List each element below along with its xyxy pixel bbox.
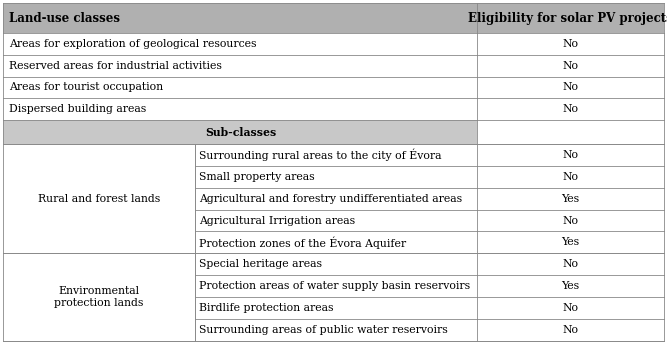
Text: No: No: [562, 61, 578, 71]
Text: No: No: [562, 83, 578, 93]
Text: Surrounding rural areas to the city of Évora: Surrounding rural areas to the city of É…: [199, 149, 442, 161]
Text: Environmental
protection lands: Environmental protection lands: [55, 286, 144, 308]
Text: Eligibility for solar PV projects: Eligibility for solar PV projects: [468, 12, 667, 25]
Text: Land-use classes: Land-use classes: [9, 12, 119, 25]
Text: No: No: [562, 172, 578, 182]
Text: No: No: [562, 150, 578, 160]
Text: No: No: [562, 216, 578, 226]
Text: Reserved areas for industrial activities: Reserved areas for industrial activities: [9, 61, 221, 71]
Bar: [3, 144, 195, 253]
Bar: [3, 120, 478, 144]
Text: Protection zones of the Évora Aquifer: Protection zones of the Évora Aquifer: [199, 236, 406, 249]
Text: No: No: [562, 325, 578, 335]
Text: Agricultural Irrigation areas: Agricultural Irrigation areas: [199, 216, 355, 226]
Text: Protection areas of water supply basin reservoirs: Protection areas of water supply basin r…: [199, 281, 470, 291]
Text: Areas for tourist occupation: Areas for tourist occupation: [9, 83, 163, 93]
Text: Surrounding areas of public water reservoirs: Surrounding areas of public water reserv…: [199, 325, 448, 335]
Text: Yes: Yes: [562, 194, 580, 204]
Text: Areas for exploration of geological resources: Areas for exploration of geological reso…: [9, 39, 256, 49]
Text: Special heritage areas: Special heritage areas: [199, 259, 322, 269]
Text: Agricultural and forestry undifferentiated areas: Agricultural and forestry undifferentiat…: [199, 194, 462, 204]
Text: Yes: Yes: [562, 237, 580, 247]
Text: Small property areas: Small property areas: [199, 172, 314, 182]
Text: Sub-classes: Sub-classes: [205, 127, 276, 138]
Text: No: No: [562, 39, 578, 49]
Text: No: No: [562, 259, 578, 269]
Text: Rural and forest lands: Rural and forest lands: [38, 194, 160, 204]
Bar: [3, 253, 195, 341]
Text: Birdlife protection areas: Birdlife protection areas: [199, 303, 334, 313]
Text: Yes: Yes: [562, 281, 580, 291]
Text: No: No: [562, 104, 578, 114]
Text: No: No: [562, 303, 578, 313]
Bar: [3, 3, 664, 33]
Text: Dispersed building areas: Dispersed building areas: [9, 104, 146, 114]
